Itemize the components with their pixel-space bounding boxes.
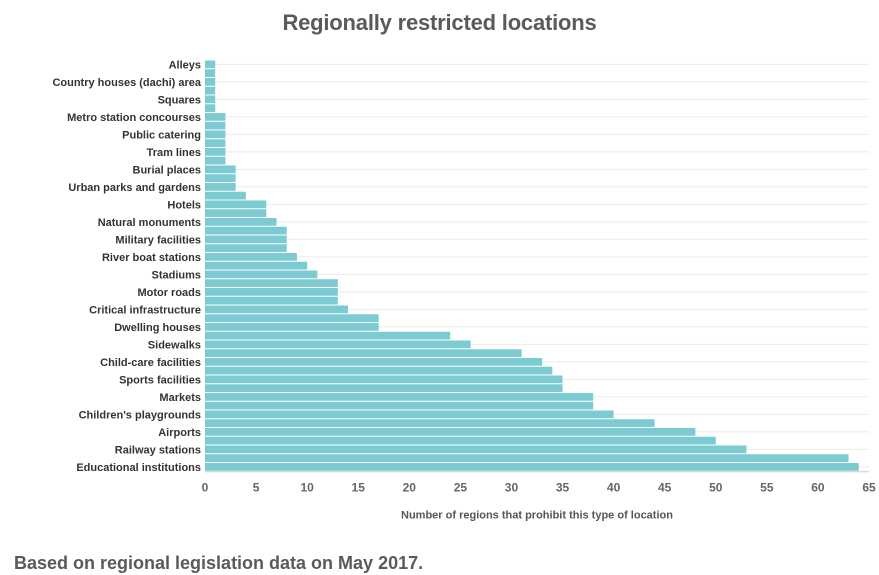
- bar: [205, 261, 308, 270]
- category-label: Railway stations: [115, 444, 201, 456]
- category-label: Motor roads: [137, 287, 201, 299]
- category-label: Dwelling houses: [114, 322, 201, 334]
- bar: [205, 191, 246, 200]
- bar: [205, 130, 226, 139]
- bar: [205, 288, 338, 296]
- bar: [205, 340, 471, 349]
- bar-chart: Alleys Country houses (dachi) area Squares…: [52, 59, 876, 521]
- category-label: River boat stations: [102, 252, 201, 264]
- bar: [205, 113, 226, 121]
- x-tick-labels: 0 5 10 15 20 25 30 35 40 45 50 55 60 65: [202, 480, 876, 494]
- bar: [205, 139, 226, 147]
- category-label: Airports: [158, 427, 201, 439]
- bar: [205, 148, 226, 156]
- bar: [205, 384, 563, 392]
- x-tick-label: 55: [760, 480, 774, 494]
- bar: [205, 183, 236, 191]
- bar: [205, 218, 277, 226]
- category-label: Burial places: [133, 164, 201, 176]
- bar: [205, 323, 379, 331]
- bar: [205, 78, 216, 86]
- x-tick-label: 45: [658, 480, 672, 494]
- bar: [205, 156, 226, 165]
- bar: [205, 95, 216, 104]
- category-label: Critical infrastructure: [89, 304, 201, 316]
- category-label: Country houses (dachi) area: [52, 77, 201, 89]
- bar: [205, 244, 287, 252]
- bar: [205, 296, 338, 305]
- x-axis-title: Number of regions that prohibit this typ…: [401, 509, 673, 521]
- bar: [205, 253, 297, 261]
- x-tick-label: 0: [202, 480, 209, 494]
- bar: [205, 331, 451, 340]
- x-tick-label: 10: [300, 480, 314, 494]
- bar: [205, 454, 849, 462]
- bar: [205, 463, 859, 471]
- x-tick-label: 35: [556, 480, 570, 494]
- category-label: Markets: [159, 392, 201, 404]
- bar: [205, 174, 236, 182]
- bar: [205, 235, 287, 244]
- x-tick-label: 20: [403, 480, 417, 494]
- x-tick-label: 5: [253, 480, 260, 494]
- category-label: Sidewalks: [148, 339, 201, 351]
- bar: [205, 375, 563, 384]
- x-tick-label: 50: [709, 480, 723, 494]
- category-label: Tram lines: [147, 147, 201, 159]
- bar: [205, 209, 267, 217]
- bar: [205, 305, 349, 314]
- category-label: Public catering: [122, 129, 201, 141]
- bar: [205, 69, 216, 77]
- bar: [205, 279, 338, 287]
- footnote: Based on regional legislation data on Ma…: [14, 553, 424, 573]
- bar: [205, 86, 216, 95]
- bar: [205, 401, 594, 410]
- category-label: Metro station concourses: [67, 112, 201, 124]
- category-label: Educational institutions: [76, 462, 201, 474]
- category-label: Hotels: [167, 199, 201, 211]
- category-label: Military facilities: [115, 234, 201, 246]
- bar: [205, 419, 655, 427]
- bar: [205, 445, 747, 454]
- bar: [205, 200, 267, 209]
- bar: [205, 436, 716, 445]
- x-tick-label: 25: [454, 480, 468, 494]
- category-label: Stadiums: [151, 269, 201, 281]
- category-label: Children's playgrounds: [79, 409, 201, 421]
- bar: [205, 121, 226, 130]
- category-label: Child-care facilities: [100, 357, 201, 369]
- x-tick-label: 30: [505, 480, 519, 494]
- category-label: Sports facilities: [119, 374, 201, 386]
- bars: [205, 60, 859, 471]
- bar: [205, 270, 318, 279]
- category-label: Urban parks and gardens: [68, 182, 201, 194]
- bar: [205, 349, 522, 357]
- x-tick-label: 40: [607, 480, 621, 494]
- bar: [205, 410, 614, 419]
- category-label: Natural monuments: [98, 217, 201, 229]
- category-label: Alleys: [169, 59, 201, 71]
- bar: [205, 226, 287, 235]
- bar: [205, 428, 696, 436]
- x-tick-label: 60: [811, 480, 825, 494]
- bar: [205, 366, 553, 375]
- bar: [205, 358, 543, 366]
- bar: [205, 104, 216, 112]
- x-tick-label: 15: [352, 480, 366, 494]
- chart-title: Regionally restricted locations: [282, 10, 597, 35]
- x-tick-label: 65: [862, 480, 876, 494]
- bar: [205, 60, 216, 69]
- bar: [205, 314, 379, 322]
- category-labels: Alleys Country houses (dachi) area Squares…: [52, 59, 201, 474]
- bar: [205, 393, 594, 401]
- bar: [205, 165, 236, 174]
- category-label: Squares: [158, 94, 201, 106]
